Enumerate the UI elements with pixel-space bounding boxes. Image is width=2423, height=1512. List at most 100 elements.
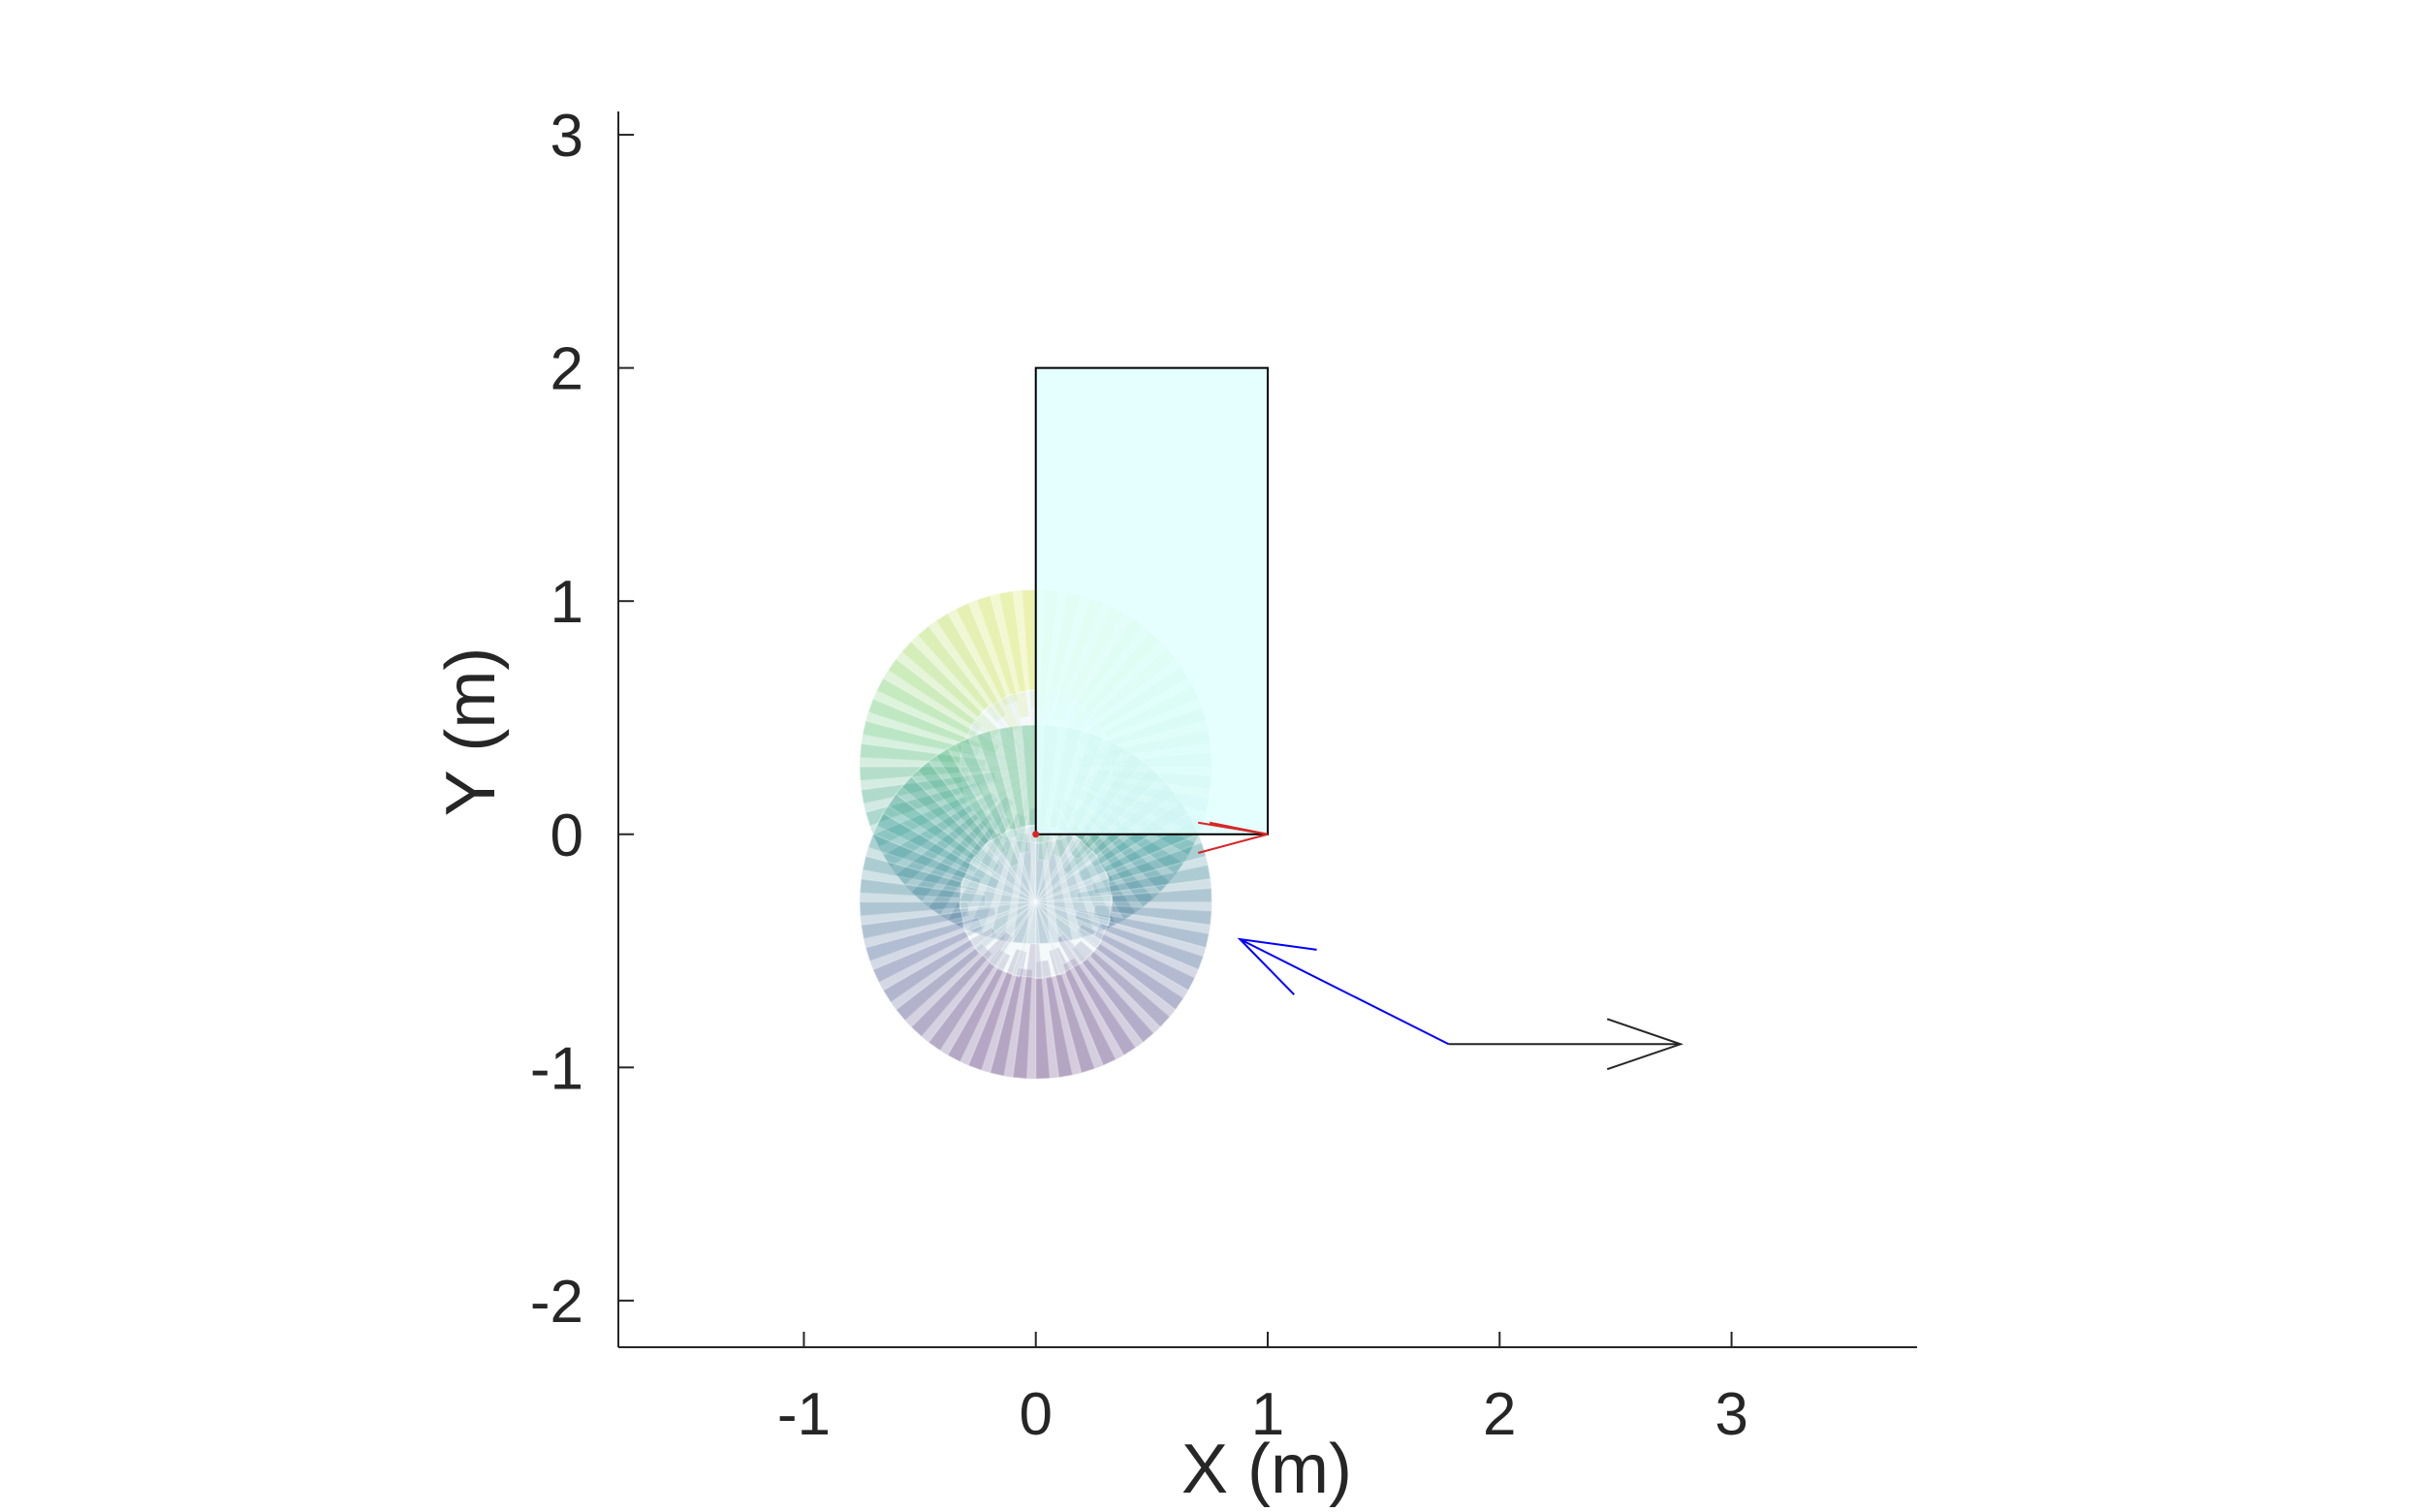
region-core-wedge: [1004, 824, 1037, 902]
region-core-wedge: [1035, 901, 1112, 948]
y-axis-label: Y (m): [432, 647, 510, 817]
region-wedge: [865, 916, 985, 984]
region-core-wedge: [973, 901, 1037, 969]
region-wedge: [871, 929, 974, 1004]
region-wedge: [967, 948, 1028, 1078]
axes: [617, 111, 1917, 1348]
x-tick-label: 3: [1715, 1381, 1747, 1448]
y-tick-label: -1: [530, 1035, 583, 1102]
region-wedge: [859, 877, 987, 917]
region-wedge: [895, 942, 993, 1038]
region-wedge: [927, 812, 1012, 929]
region-core-wedge: [1035, 835, 1099, 902]
region-core-wedge: [961, 901, 1037, 954]
region-wedge: [882, 791, 999, 887]
region-core-wedge: [1035, 901, 1087, 976]
region-wedge: [927, 948, 1012, 1063]
region-wedge: [859, 719, 963, 764]
region-core-wedge: [968, 838, 1037, 902]
region-wedge: [1070, 939, 1172, 1044]
y-tick-label: -2: [530, 1269, 583, 1336]
region-wedge: [859, 766, 971, 804]
region-wedge: [955, 729, 1020, 842]
region-wedge: [900, 624, 991, 718]
region-wedge: [1045, 973, 1096, 1079]
region-core-wedge: [984, 692, 1037, 768]
region-wedge: [1045, 837, 1096, 944]
region-wedge: [875, 793, 984, 874]
region-core-wedge: [959, 901, 1036, 933]
cyan-rectangle: [1034, 366, 1269, 835]
region-wedge: [865, 780, 985, 849]
region-wedge: [871, 795, 974, 868]
region-wedge: [989, 832, 1033, 945]
region-wedge: [910, 795, 1015, 917]
region-core-wedge: [990, 766, 1037, 843]
shape-layer: [1032, 366, 1684, 1071]
region-wedge: [916, 747, 1008, 859]
region-core-wedge: [961, 766, 1037, 819]
y-tick-label: 0: [551, 803, 583, 869]
x-tick-label: 0: [1019, 1381, 1052, 1448]
region-wedge: [859, 742, 987, 782]
y-tick-label: 1: [551, 569, 583, 636]
region-wedge: [1060, 957, 1137, 1067]
region-core-wedge: [959, 877, 1036, 910]
region-wedge: [866, 812, 1001, 890]
region-wedge: [976, 589, 1030, 720]
region-wedge: [900, 760, 991, 854]
region-core-wedge: [1035, 870, 1114, 902]
region-wedge: [859, 855, 963, 899]
region-wedge: [1076, 864, 1213, 903]
region-wedge: [861, 833, 983, 893]
x-tick-label: 1: [1251, 1381, 1284, 1448]
region-wedge: [1111, 887, 1213, 927]
region-core-wedge: [1035, 894, 1113, 927]
region-core-wedge: [1035, 850, 1110, 902]
x-tick-label: 2: [1483, 1381, 1516, 1448]
region-core-wedge: [959, 741, 1036, 775]
region-wedge: [859, 900, 971, 940]
red-line: [1197, 833, 1269, 854]
region-wedge: [887, 775, 1001, 875]
region-core-wedge: [990, 901, 1037, 978]
region-wedge: [1091, 903, 1213, 949]
blue-arrow-shaft: [1239, 938, 1450, 1046]
region-wedge: [1073, 908, 1211, 971]
region-wedge: [1034, 959, 1074, 1081]
region-wedge: [866, 677, 1001, 755]
region-core-wedge: [1011, 901, 1044, 980]
region-core-wedge: [984, 828, 1037, 902]
region-wedge: [860, 771, 997, 827]
region-core-wedge: [960, 856, 1036, 902]
region-wedge: [882, 926, 999, 1022]
y-tick-label: 2: [551, 336, 583, 403]
region-wedge: [910, 930, 1015, 1052]
y-tick-label: 3: [551, 103, 583, 170]
region-wedge: [934, 737, 1022, 868]
region-wedge: [895, 806, 993, 903]
black-arrow-head: [1606, 1018, 1684, 1071]
region-wedge: [934, 602, 1022, 733]
region-wedge: [955, 594, 1020, 708]
region-wedge: [860, 906, 997, 962]
region-wedge: [1093, 922, 1205, 992]
region-core-wedge: [1035, 901, 1067, 980]
region-wedge: [1088, 942, 1185, 1028]
tick-labels: -1 0 1 2 3 -2 -1 0 1 2 3: [530, 103, 1748, 1448]
region-core-wedge: [1035, 901, 1103, 965]
region-wedge: [1048, 946, 1117, 1075]
region-core-wedge: [968, 704, 1037, 768]
region-wedge: [946, 832, 1014, 936]
region-wedge: [1075, 923, 1196, 1011]
region-wedge: [989, 966, 1033, 1080]
region-wedge: [875, 657, 984, 739]
region-wedge: [967, 812, 1028, 942]
region-core-wedge: [960, 720, 1036, 768]
region-wedge: [861, 698, 983, 757]
region-wedge: [1012, 943, 1051, 1081]
region-core-wedge: [959, 766, 1036, 799]
region-core-wedge: [973, 766, 1037, 835]
region-wedge: [946, 967, 1014, 1072]
